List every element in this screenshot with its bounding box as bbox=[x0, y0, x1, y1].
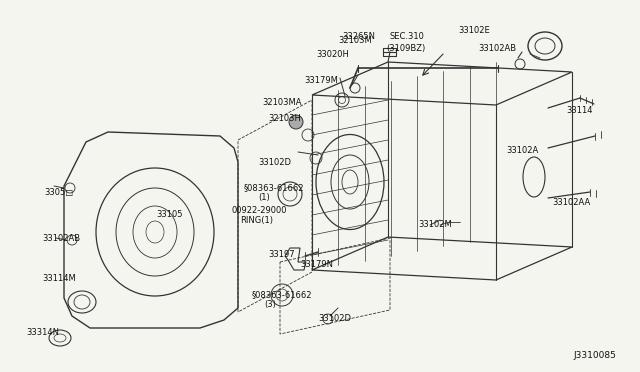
Text: (1): (1) bbox=[258, 193, 269, 202]
Text: 33102AA: 33102AA bbox=[552, 198, 590, 207]
Text: 33020H: 33020H bbox=[316, 50, 349, 59]
Text: 33102A: 33102A bbox=[506, 146, 538, 155]
Text: 3305□: 3305□ bbox=[44, 188, 73, 197]
Text: 00922-29000: 00922-29000 bbox=[232, 206, 287, 215]
Text: 33114: 33114 bbox=[566, 106, 593, 115]
Text: SEC.310: SEC.310 bbox=[390, 32, 425, 41]
Text: J3310085: J3310085 bbox=[573, 351, 616, 360]
Text: 33105: 33105 bbox=[156, 210, 182, 219]
Text: (3): (3) bbox=[264, 300, 276, 309]
Text: 33265N: 33265N bbox=[342, 32, 375, 41]
Text: 33179N: 33179N bbox=[300, 260, 333, 269]
Text: RING(1): RING(1) bbox=[240, 216, 273, 225]
Text: 33114M: 33114M bbox=[42, 274, 76, 283]
Text: 33197: 33197 bbox=[268, 250, 294, 259]
Text: 33102D: 33102D bbox=[258, 158, 291, 167]
Text: §08363-61662: §08363-61662 bbox=[252, 290, 312, 299]
Text: 33102D: 33102D bbox=[318, 314, 351, 323]
Text: 33179M: 33179M bbox=[304, 76, 338, 85]
Text: 33102AB: 33102AB bbox=[478, 44, 516, 53]
Text: 33102M: 33102M bbox=[418, 220, 452, 229]
Text: §08363-61662: §08363-61662 bbox=[244, 183, 305, 192]
Text: 32103M: 32103M bbox=[338, 36, 372, 45]
Text: 32103H: 32103H bbox=[268, 114, 301, 123]
Text: 33102E: 33102E bbox=[458, 26, 490, 35]
Text: 33314N: 33314N bbox=[26, 328, 59, 337]
Text: 33102AB: 33102AB bbox=[42, 234, 80, 243]
Circle shape bbox=[289, 115, 303, 129]
Text: 32103MA: 32103MA bbox=[262, 98, 301, 107]
Text: (3109BZ): (3109BZ) bbox=[386, 44, 425, 53]
